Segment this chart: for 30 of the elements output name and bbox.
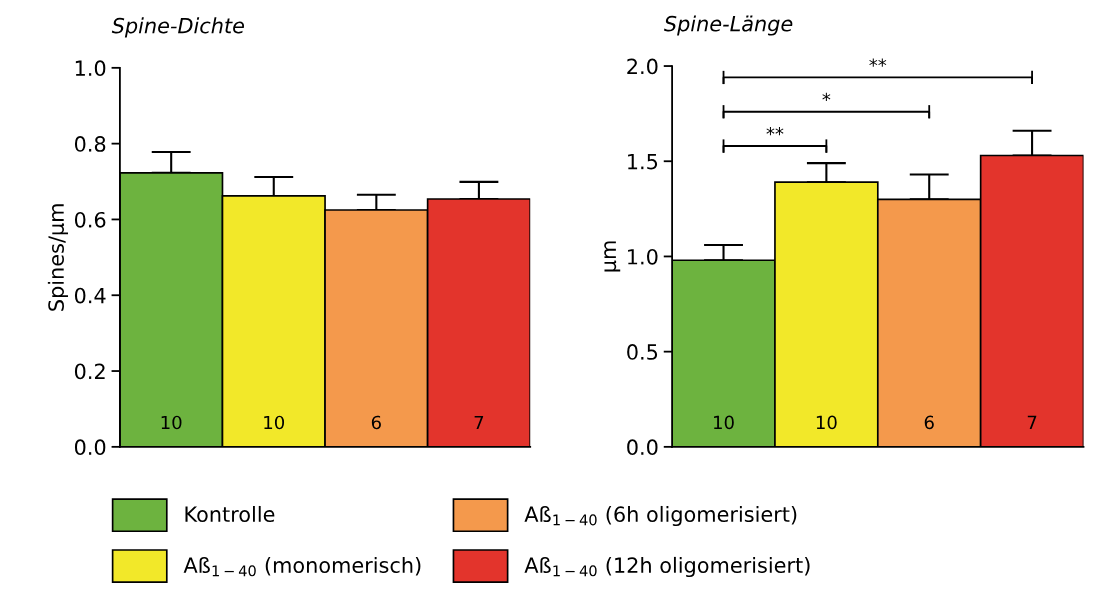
annotation: ** bbox=[869, 58, 887, 67]
y-tick-label: 0.5 bbox=[627, 344, 658, 360]
annotation: 10 bbox=[264, 415, 285, 430]
annotation: 10 bbox=[714, 415, 734, 430]
annotation: 7 bbox=[474, 415, 484, 430]
y-tick-label: 0.4 bbox=[74, 287, 106, 304]
annotation: 6 bbox=[371, 415, 381, 430]
annotation: 10 bbox=[816, 415, 837, 430]
annotation: * bbox=[822, 92, 831, 101]
y-tick-label: 2.0 bbox=[627, 58, 658, 75]
chart-title: Spine-Dichte bbox=[111, 17, 245, 38]
y-tick-label: 0.8 bbox=[74, 136, 106, 152]
y-tick-label: 1.0 bbox=[75, 60, 106, 77]
y-tick-label: 0.2 bbox=[74, 363, 105, 380]
y-tick-label: 1.5 bbox=[628, 153, 658, 170]
annotation: 7 bbox=[1027, 415, 1037, 429]
y-tick-label: 1.0 bbox=[628, 248, 658, 265]
annotation: ** bbox=[766, 126, 784, 136]
legend-label: Aß$_{1−40}$ (6h oligomerisiert) bbox=[524, 505, 797, 527]
annotation: 6 bbox=[924, 415, 934, 430]
y-axis-title: µm bbox=[604, 241, 621, 272]
annotation: 10 bbox=[161, 415, 182, 430]
chart-title: Spine-Länge bbox=[664, 15, 793, 36]
legend-label: Aß$_{1−40}$ (12h oligomerisiert) bbox=[524, 556, 810, 578]
legend-label: Aß$_{1−40}$ (monomerisch) bbox=[183, 556, 421, 577]
y-axis-title: Spines/µm bbox=[47, 204, 69, 311]
y-tick-label: 0.0 bbox=[627, 439, 658, 456]
y-tick-label: 0.0 bbox=[74, 439, 106, 456]
legend-label: Kontrolle bbox=[185, 505, 275, 523]
y-tick-label: 0.6 bbox=[74, 211, 106, 228]
